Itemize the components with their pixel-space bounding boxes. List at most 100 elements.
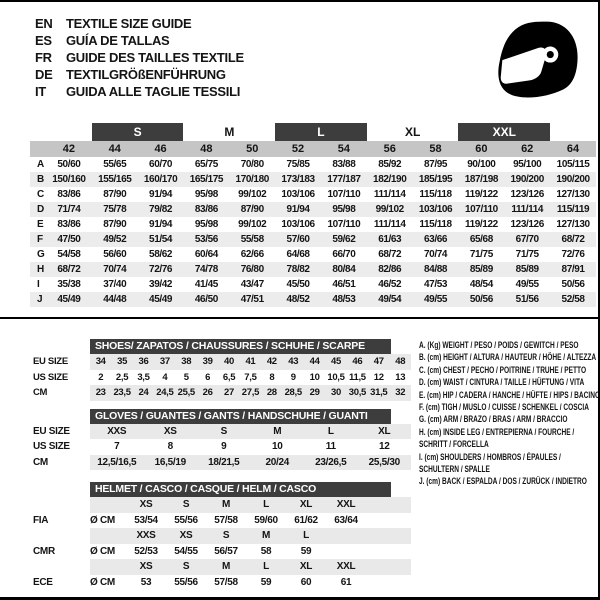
language-row: DE TEXTILGRÖßENFÜHRUNG [35,66,244,83]
size-cell: 35/38 [57,279,81,290]
size-cell: 103/106 [281,219,315,230]
table-title-row: HELMET / CASCO / CASQUE / HELM / CASCO [33,482,411,497]
size-cell: 111/114 [373,219,406,230]
value-cell: 10 [309,371,320,383]
legend-item-j: J. (cm) BACK / ESPALDA / DOS / ZURÜCK / … [419,475,593,487]
row-label: US SIZE [33,441,70,453]
legend-item-i: I. (cm) SHOULDERS / HOMBROS / ÉPAULES / S… [419,451,593,476]
value-cell: 28 [261,385,283,401]
value-cell: 18/21,5 [197,454,251,470]
size-cell: 160/170 [137,172,184,187]
helmet-size-label: L [286,528,326,544]
table-row-us-size: US SIZE 2 2,5 3,5 4 5 6 6,5 7,5 8 9 10 10,5 11,5 12 13 [33,370,411,386]
size-cell: 70/74 [424,249,448,260]
value-cell: 8 [167,441,174,453]
value-cell: XS [143,423,197,439]
value-cell: 26 [196,385,219,401]
helmet-value-row-fia: FIA Ø CM 53/54 55/56 57/58 59/60 61/62 63/64 [33,513,411,529]
size-cell: 46/50 [183,292,230,307]
legend-line: G. (cm) ARM / BRAZO / BRAS / ARM / BRACC… [419,414,568,425]
value-cell: 27 [218,385,240,401]
size-cell: 115/118 [419,219,452,230]
size-column-header: 64 [550,141,596,157]
size-cell: 37/40 [103,279,127,290]
value-cell: 35 [111,354,133,370]
row-label: C [37,189,44,200]
value-cell: 13 [395,371,406,383]
size-cell: 150/160 [46,172,92,187]
row-label: A [37,159,44,170]
value-cell: S [197,423,251,439]
size-cell: 45/50 [286,279,310,290]
size-group-s: S [91,123,184,141]
row-label: EU SIZE [33,356,68,368]
language-code: IT [35,84,46,99]
title-spacer [33,409,90,424]
value-cell: 23,5 [111,385,133,401]
value-cell: 2 [98,371,104,383]
row-spacer [33,528,90,544]
value-cell: 23/26,5 [304,454,358,470]
size-cell: 84/88 [412,262,459,277]
row-filler [366,513,411,529]
size-cell: 115/118 [419,189,452,200]
size-cell: 52/58 [550,292,596,307]
size-cell: 79/82 [137,202,184,217]
legend-item-b: B. (cm) HEIGHT / ALTURA / HAUTEUR / HÖHE… [419,351,596,363]
value-cell: 29 [303,385,326,401]
size-cell: 70/80 [240,159,264,170]
textile-size-table: S M L XL XXL 42 44 46 48 50 52 54 56 58 60 62 64 A 50/60 55… [30,123,596,307]
value-cell: 5 [183,371,189,383]
size-cell: 107/110 [458,202,505,217]
size-cell: 83/86 [57,219,81,230]
size-column-header: 60 [458,141,505,157]
row-label: D [30,202,46,217]
language-code: FR [35,50,52,65]
value-cell [326,544,366,560]
size-cell: 91/94 [149,219,173,230]
size-cell: 72/76 [137,262,184,277]
size-cell: 44/48 [91,292,138,307]
guide-title: TEXTILGRÖßENFÜHRUNG [66,67,226,82]
table-title-row: SHOES/ ZAPATOS / CHAUSSURES / SCHUHE / S… [33,339,411,354]
size-cell: 99/102 [238,189,267,200]
size-cell: 155/165 [91,172,138,187]
size-row-g: G 54/58 56/60 58/62 60/64 62/66 64/68 66/70 68/7… [30,247,596,262]
helmet-size-label: M [206,497,246,513]
value-cell: 37 [154,354,176,370]
size-cell: 48/53 [320,292,367,307]
value-cell: 53 [140,576,152,588]
size-cell: 64/68 [286,249,310,260]
size-cell: 68/72 [550,232,596,247]
size-cell: 53/56 [183,232,230,247]
size-cell: 85/89 [458,262,505,277]
size-cell: 51/54 [137,232,184,247]
size-cell: 68/72 [46,262,92,277]
size-cell: 91/94 [149,189,173,200]
size-cell: 43/47 [240,279,264,290]
value-cell: XL [357,423,411,439]
legend-item-e: E. (cm) HIP / CADERA / HANCHE / HÜFTE / … [419,389,600,401]
legend-line: E. (cm) HIP / CADERA / HANCHE / HÜFTE / … [419,389,600,400]
row-label: B [30,172,46,187]
helmet-size-label: L [246,497,286,513]
size-cell: 87/91 [550,262,596,277]
size-cell: 45/49 [137,292,184,307]
size-group-l: L [275,123,367,141]
value-cell: 57/58 [214,514,238,526]
diameter-label: Ø CM [90,514,115,526]
value-cell: L [304,423,358,439]
helmet-size-label: L [246,559,286,575]
size-cell: 67/70 [504,232,551,247]
row-filler [366,559,411,575]
size-column-header: 50 [229,141,276,157]
value-cell: 12,5/16,5 [90,454,144,470]
bottom-section: SHOES/ ZAPATOS / CHAUSSURES / SCHUHE / S… [33,339,600,590]
size-group-xl: XL [404,125,421,139]
bottom-tables: SHOES/ ZAPATOS / CHAUSSURES / SCHUHE / S… [33,339,413,590]
size-cell: 39/42 [149,279,173,290]
diameter-spacer [90,559,126,575]
legend-item-c: C. (cm) CHEST / PECHO / POITRINE / TRUHE… [419,364,593,376]
shoes-size-table: SHOES/ ZAPATOS / CHAUSSURES / SCHUHE / S… [33,339,411,401]
size-cell: 123/126 [510,189,545,200]
